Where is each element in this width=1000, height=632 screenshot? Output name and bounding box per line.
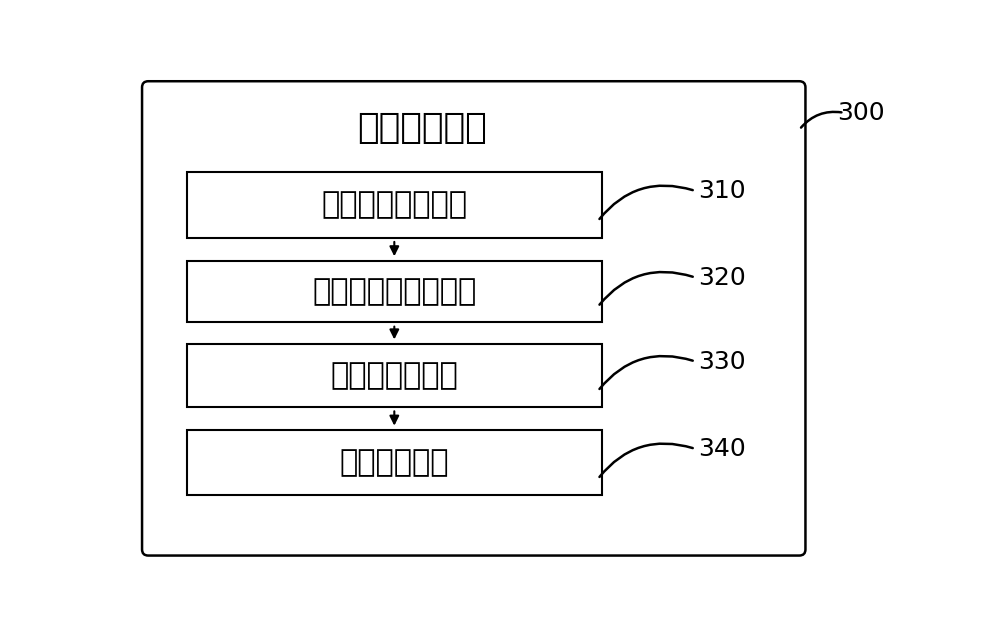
FancyBboxPatch shape xyxy=(187,344,602,407)
Text: 330: 330 xyxy=(698,349,746,374)
FancyBboxPatch shape xyxy=(142,82,805,556)
Text: 310: 310 xyxy=(698,179,746,203)
Text: 扭矩标定装置: 扭矩标定装置 xyxy=(357,111,487,145)
Text: 300: 300 xyxy=(837,100,885,125)
Text: 扭矩标定模块: 扭矩标定模块 xyxy=(340,448,449,477)
Text: 加速度标定模块: 加速度标定模块 xyxy=(330,361,458,390)
Text: 320: 320 xyxy=(698,265,746,289)
FancyBboxPatch shape xyxy=(187,430,602,495)
Text: 平衡扭矩确定模块: 平衡扭矩确定模块 xyxy=(321,190,467,219)
Text: 340: 340 xyxy=(698,437,746,461)
FancyBboxPatch shape xyxy=(187,260,602,322)
FancyBboxPatch shape xyxy=(187,172,602,238)
Text: 临界加速度确定模块: 临界加速度确定模块 xyxy=(312,277,476,306)
